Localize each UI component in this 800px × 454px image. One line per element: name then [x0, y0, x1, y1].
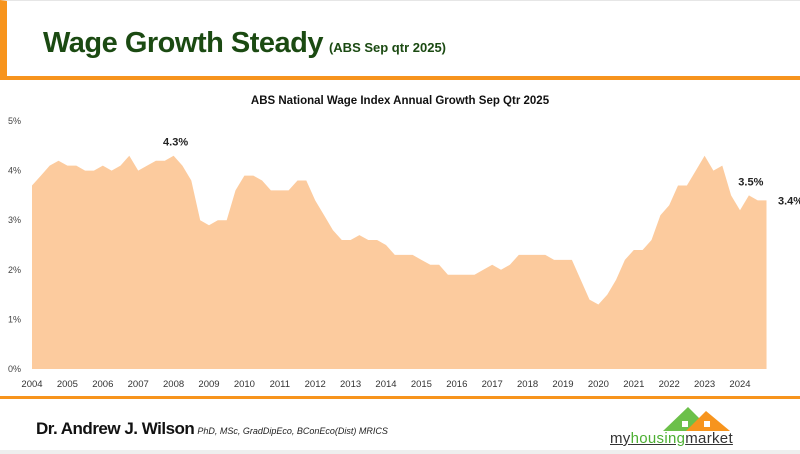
logo-market: market — [685, 430, 733, 447]
x-tick-label: 2022 — [659, 379, 680, 390]
y-tick-label: 5% — [8, 116, 21, 126]
x-tick-label: 2009 — [198, 379, 219, 390]
page-title: Wage Growth Steady (ABS Sep qtr 2025) — [43, 27, 446, 60]
x-tick-label: 2024 — [729, 379, 750, 390]
area-series — [32, 155, 767, 369]
footer: Dr. Andrew J. Wilson PhD, MSc, GradDipEco… — [0, 399, 800, 454]
house-roof-icon — [663, 407, 730, 431]
page-subtitle: (ABS Sep qtr 2025) — [328, 40, 447, 55]
x-tick-label: 2006 — [92, 379, 113, 390]
x-tick-label: 2007 — [128, 379, 149, 390]
myhousingmarket-logo: myhousingmarket — [608, 403, 773, 449]
x-tick-label: 2023 — [694, 379, 715, 390]
x-tick-label: 2004 — [21, 379, 42, 390]
x-tick-label: 2008 — [163, 379, 184, 390]
data-label: 4.3% — [163, 137, 188, 149]
x-tick-label: 2012 — [305, 379, 326, 390]
logo-my: my — [610, 430, 631, 447]
wage-growth-chart: ABS National Wage Index Annual Growth Se… — [8, 95, 800, 390]
header: Wage Growth Steady (ABS Sep qtr 2025) — [0, 0, 800, 80]
x-tick-label: 2010 — [234, 379, 255, 390]
title-text: Wage Growth Steady — [43, 27, 323, 59]
author-credentials: PhD, MSc, GradDipEco, BConEco(Dist) MRIC… — [197, 426, 388, 436]
x-tick-label: 2011 — [270, 379, 290, 390]
y-tick-label: 4% — [8, 166, 21, 176]
x-tick-label: 2013 — [340, 379, 361, 390]
x-tick-label: 2014 — [375, 379, 396, 390]
x-tick-label: 2018 — [517, 379, 538, 390]
chart-title: ABS National Wage Index Annual Growth Se… — [251, 95, 550, 107]
x-tick-label: 2020 — [588, 379, 609, 390]
x-tick-label: 2017 — [482, 379, 503, 390]
data-label: 3.5% — [738, 176, 763, 188]
x-tick-label: 2005 — [57, 379, 78, 390]
x-tick-label: 2016 — [446, 379, 467, 390]
x-tick-label: 2019 — [552, 379, 573, 390]
y-tick-label: 1% — [8, 314, 21, 324]
footer-divider — [0, 396, 800, 399]
author-name: Dr. Andrew J. Wilson PhD, MSc, GradDipEco… — [36, 419, 388, 439]
y-tick-label: 3% — [8, 215, 21, 225]
y-tick-label: 2% — [8, 265, 21, 275]
logo-housing: housing — [630, 430, 686, 447]
author-text: Dr. Andrew J. Wilson — [36, 419, 195, 438]
x-tick-label: 2015 — [411, 379, 432, 390]
y-tick-label: 0% — [8, 364, 21, 374]
logo-text: myhousingmarket — [610, 430, 733, 447]
data-label: 3.4% — [778, 195, 800, 207]
x-tick-label: 2021 — [623, 379, 644, 390]
